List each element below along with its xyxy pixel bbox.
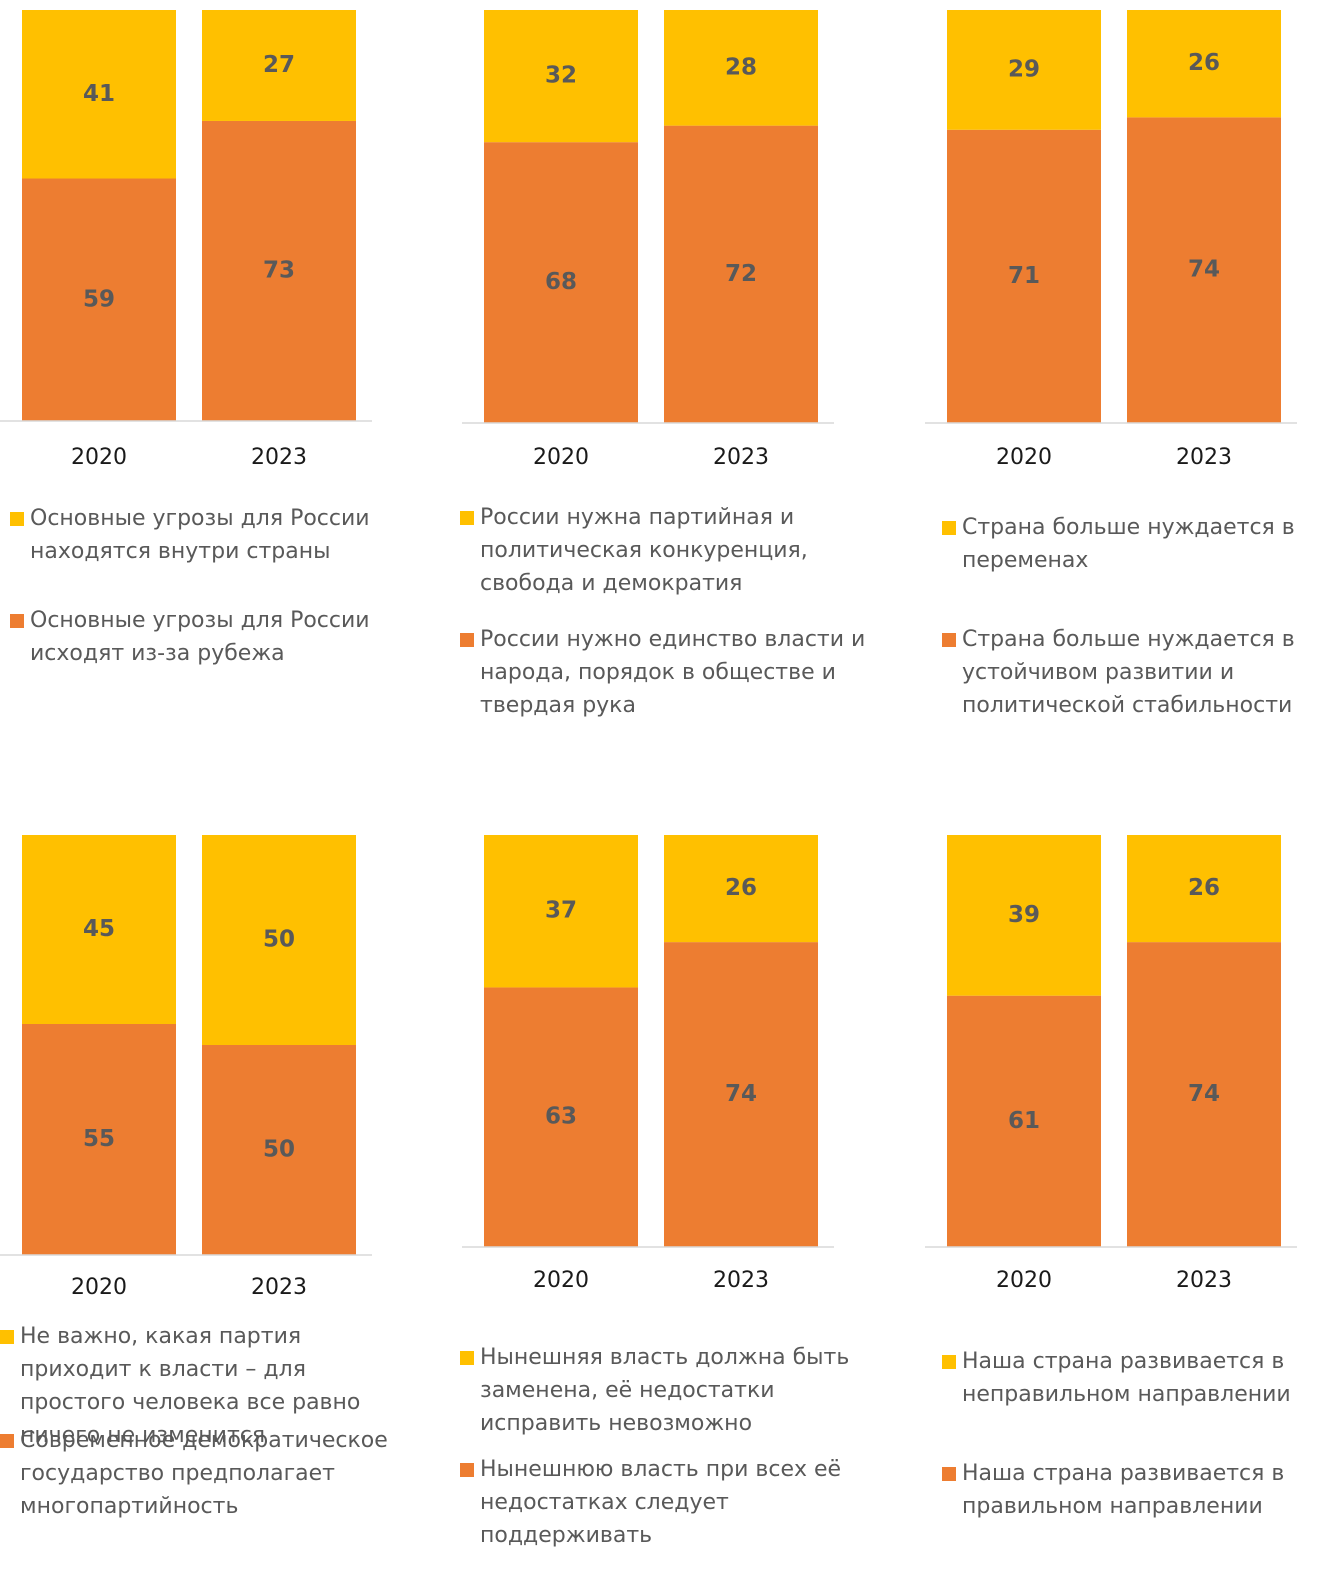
bar-segment [1127,10,1281,118]
category-label: 2020 [71,445,127,470]
legend-label: Наша страна развивается в правильном нап… [962,1461,1285,1519]
bar-segment [1127,942,1281,1247]
legend-swatch [460,633,474,647]
value-label: 59 [83,286,115,312]
legend-label: Нынешнюю власть при всех её недостатках … [480,1457,842,1548]
legend-label: Современное демократическое государство … [20,1428,388,1519]
legend-item: России нужна партийная и политическая ко… [460,501,870,600]
category-label: 2023 [1176,445,1232,470]
bar-segment [22,1024,176,1255]
value-label: 55 [83,1126,115,1152]
value-label: 74 [1188,1081,1220,1107]
bar-segment [202,120,356,421]
value-label: 63 [545,1104,577,1130]
legend-item: Основные угрозы для России исходят из-за… [10,604,405,670]
legend-swatch [460,1351,474,1365]
bar-segment [664,10,818,126]
legend-label: Основные угрозы для России находятся вну… [30,506,370,564]
value-label: 29 [1008,56,1040,82]
legend-item: Нынешнюю власть при всех её недостатках … [460,1453,870,1552]
bar-segment [664,125,818,423]
bar-segment [484,835,638,988]
value-label: 50 [263,1137,295,1163]
legend-swatch [460,511,474,525]
value-label: 37 [545,898,577,924]
value-label: 74 [725,1081,757,1107]
bar-segment [484,142,638,423]
legend-item: России нужно единство власти и народа, п… [460,623,870,722]
legend-label: Страна больше нуждается в переменах [962,515,1295,573]
category-label: 2023 [251,1275,307,1300]
value-label: 73 [263,257,295,283]
value-label: 74 [1188,257,1220,283]
legend-item: Наша страна развивается в неправильном н… [942,1345,1326,1411]
legend-swatch [460,1463,474,1477]
bar-segment [947,129,1101,423]
legend-swatch [942,633,956,647]
legend-item: Страна больше нуждается в переменах [942,511,1326,577]
legend-label: Наша страна развивается в неправильном н… [962,1349,1291,1407]
bar-segment [664,835,818,943]
category-label: 2020 [71,1275,127,1300]
category-label: 2023 [713,445,769,470]
value-label: 26 [1188,875,1220,901]
value-label: 27 [263,52,295,78]
legend-swatch [0,1434,14,1448]
value-label: 45 [83,916,115,942]
value-label: 71 [1008,263,1040,289]
bar-segment [22,835,176,1024]
bar-segment [1127,835,1281,943]
category-label: 2020 [996,445,1052,470]
legend-swatch [0,1330,14,1344]
value-label: 28 [725,54,757,80]
bar-segment [202,835,356,1045]
bar-segment [947,835,1101,996]
legend-label: Нынешняя власть должна быть заменена, её… [480,1345,850,1436]
bar-segment [202,10,356,121]
legend-item: Основные угрозы для России находятся вну… [10,502,405,568]
legend-swatch [942,1355,956,1369]
bar-segment [202,1045,356,1255]
bar-segment [484,987,638,1247]
bar-segment [484,10,638,143]
category-label: 2020 [996,1268,1052,1293]
legend-item: Не важно, какая партия приходит к власти… [0,1320,410,1452]
category-label: 2020 [533,445,589,470]
bar-segment [664,942,818,1247]
value-label: 26 [725,875,757,901]
legend-item: Нынешняя власть должна быть заменена, её… [460,1341,870,1440]
legend-swatch [942,1467,956,1481]
value-label: 72 [725,261,757,287]
value-label: 50 [263,927,295,953]
legend-item: Современное демократическое государство … [0,1424,410,1523]
legend-swatch [10,614,24,628]
legend-label: России нужно единство власти и народа, п… [480,627,866,718]
category-label: 2023 [251,445,307,470]
value-label: 26 [1188,50,1220,76]
legend-swatch [942,521,956,535]
value-label: 61 [1008,1108,1040,1134]
category-label: 2023 [713,1268,769,1293]
category-label: 2023 [1176,1268,1232,1293]
legend-label: Основные угрозы для России исходят из-за… [30,608,370,666]
legend-label: России нужна партийная и политическая ко… [480,505,808,596]
value-label: 32 [545,63,577,89]
category-label: 2020 [533,1268,589,1293]
bar-segment [22,178,176,421]
value-label: 68 [545,269,577,295]
bar-segment [1127,117,1281,423]
bar-segment [947,995,1101,1247]
legend-label: Не важно, какая партия приходит к власти… [20,1324,361,1448]
value-label: 41 [83,81,115,107]
legend-swatch [10,512,24,526]
legend-item: Страна больше нуждается в устойчивом раз… [942,623,1326,722]
bar-segment [947,10,1101,130]
value-label: 39 [1008,902,1040,928]
legend-label: Страна больше нуждается в устойчивом раз… [962,627,1295,718]
legend-item: Наша страна развивается в правильном нап… [942,1457,1326,1523]
bar-segment [22,10,176,179]
